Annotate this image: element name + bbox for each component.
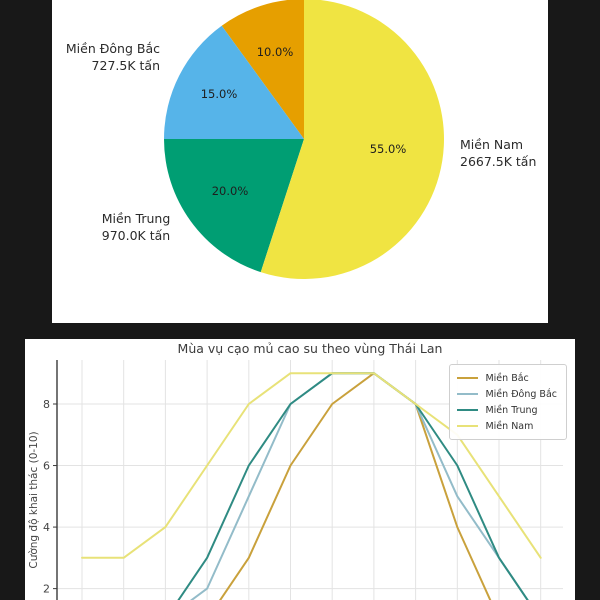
pie-pct-label-2: 55.0% — [369, 142, 407, 156]
legend-swatch-mien-ong-bac — [457, 393, 479, 395]
y-tick-label: 6 — [43, 460, 50, 473]
legend-swatch-mien-bac — [457, 377, 479, 379]
legend-item-mien-bac: Miền Bắc — [457, 370, 557, 386]
legend-item-mien-trung: Miền Trung — [457, 402, 557, 418]
pie-label-mien-nam: Miền Nam 2667.5K tấn — [460, 137, 536, 170]
pie-label-mien-trung-amount: 970.0K tấn — [101, 227, 171, 243]
series-line-mien-bac — [219, 372, 492, 600]
legend-label-mien-bac: Miền Bắc — [485, 372, 529, 384]
line-chart: 8 6 4 2 — [43, 360, 563, 600]
pie-label-mien-dong-bac-amount: 727.5K tấn — [91, 57, 160, 73]
chart-legend: Miền Bắc Miền Đông Bắc Miền Trung Miền Nam — [449, 364, 567, 440]
legend-label-mien-ong-bac: Miền Đông Bắc — [485, 388, 557, 400]
pie-pct-label-3: 20.0% — [211, 184, 249, 198]
pie-slice-1 — [221, 0, 304, 139]
legend-item-mien-ong-bac: Miền Đông Bắc — [457, 386, 557, 402]
pie-label-mien-nam-name: Miền Nam — [460, 137, 524, 152]
legend-swatch-mien-nam — [457, 425, 479, 427]
series-line-mien-nam — [81, 372, 542, 559]
legend-item-mien-nam: Miền Nam — [457, 418, 557, 434]
legend-swatch-mien-trung — [457, 409, 479, 411]
pie-label-mien-trung: Miền Trung 970.0K tấn — [66, 211, 206, 244]
chart-title: Mùa vụ cạo mủ cao su theo vùng Thái Lan — [177, 341, 443, 356]
legend-label-mien-trung: Miền Trung — [485, 404, 538, 416]
pie-slice-mien-ong-bac — [164, 25, 304, 140]
pie-label-mien-dong-bac-name: Miền Đông Bắc — [65, 41, 160, 56]
pie-chart-panel: Miền Đông Bắc 727.5K tấn Miền Nam 2667.5… — [52, 0, 548, 323]
y-tick-label: 4 — [43, 521, 50, 534]
pie-pct-label-0: 10.0% — [256, 45, 294, 59]
pie-chart — [164, 0, 444, 279]
legend-label-mien-nam: Miền Nam — [485, 420, 534, 432]
pie-label-mien-trung-name: Miền Trung — [101, 211, 171, 226]
y-tick-label: 8 — [43, 398, 50, 411]
pie-pct-label-1: 15.0% — [200, 87, 238, 101]
series-line-mien-trung — [177, 372, 529, 600]
y-tick-label: 2 — [43, 583, 50, 596]
line-chart-panel: Mùa vụ cạo mủ cao su theo vùng Thái Lan … — [25, 339, 575, 600]
pie-slice-mien-nam — [260, 0, 444, 279]
pie-slice-mien-trung — [164, 139, 304, 273]
pie-label-mien-nam-amount: 2667.5K tấn — [460, 153, 537, 169]
pie-label-mien-dong-bac: Miền Đông Bắc 727.5K tấn — [66, 41, 160, 74]
